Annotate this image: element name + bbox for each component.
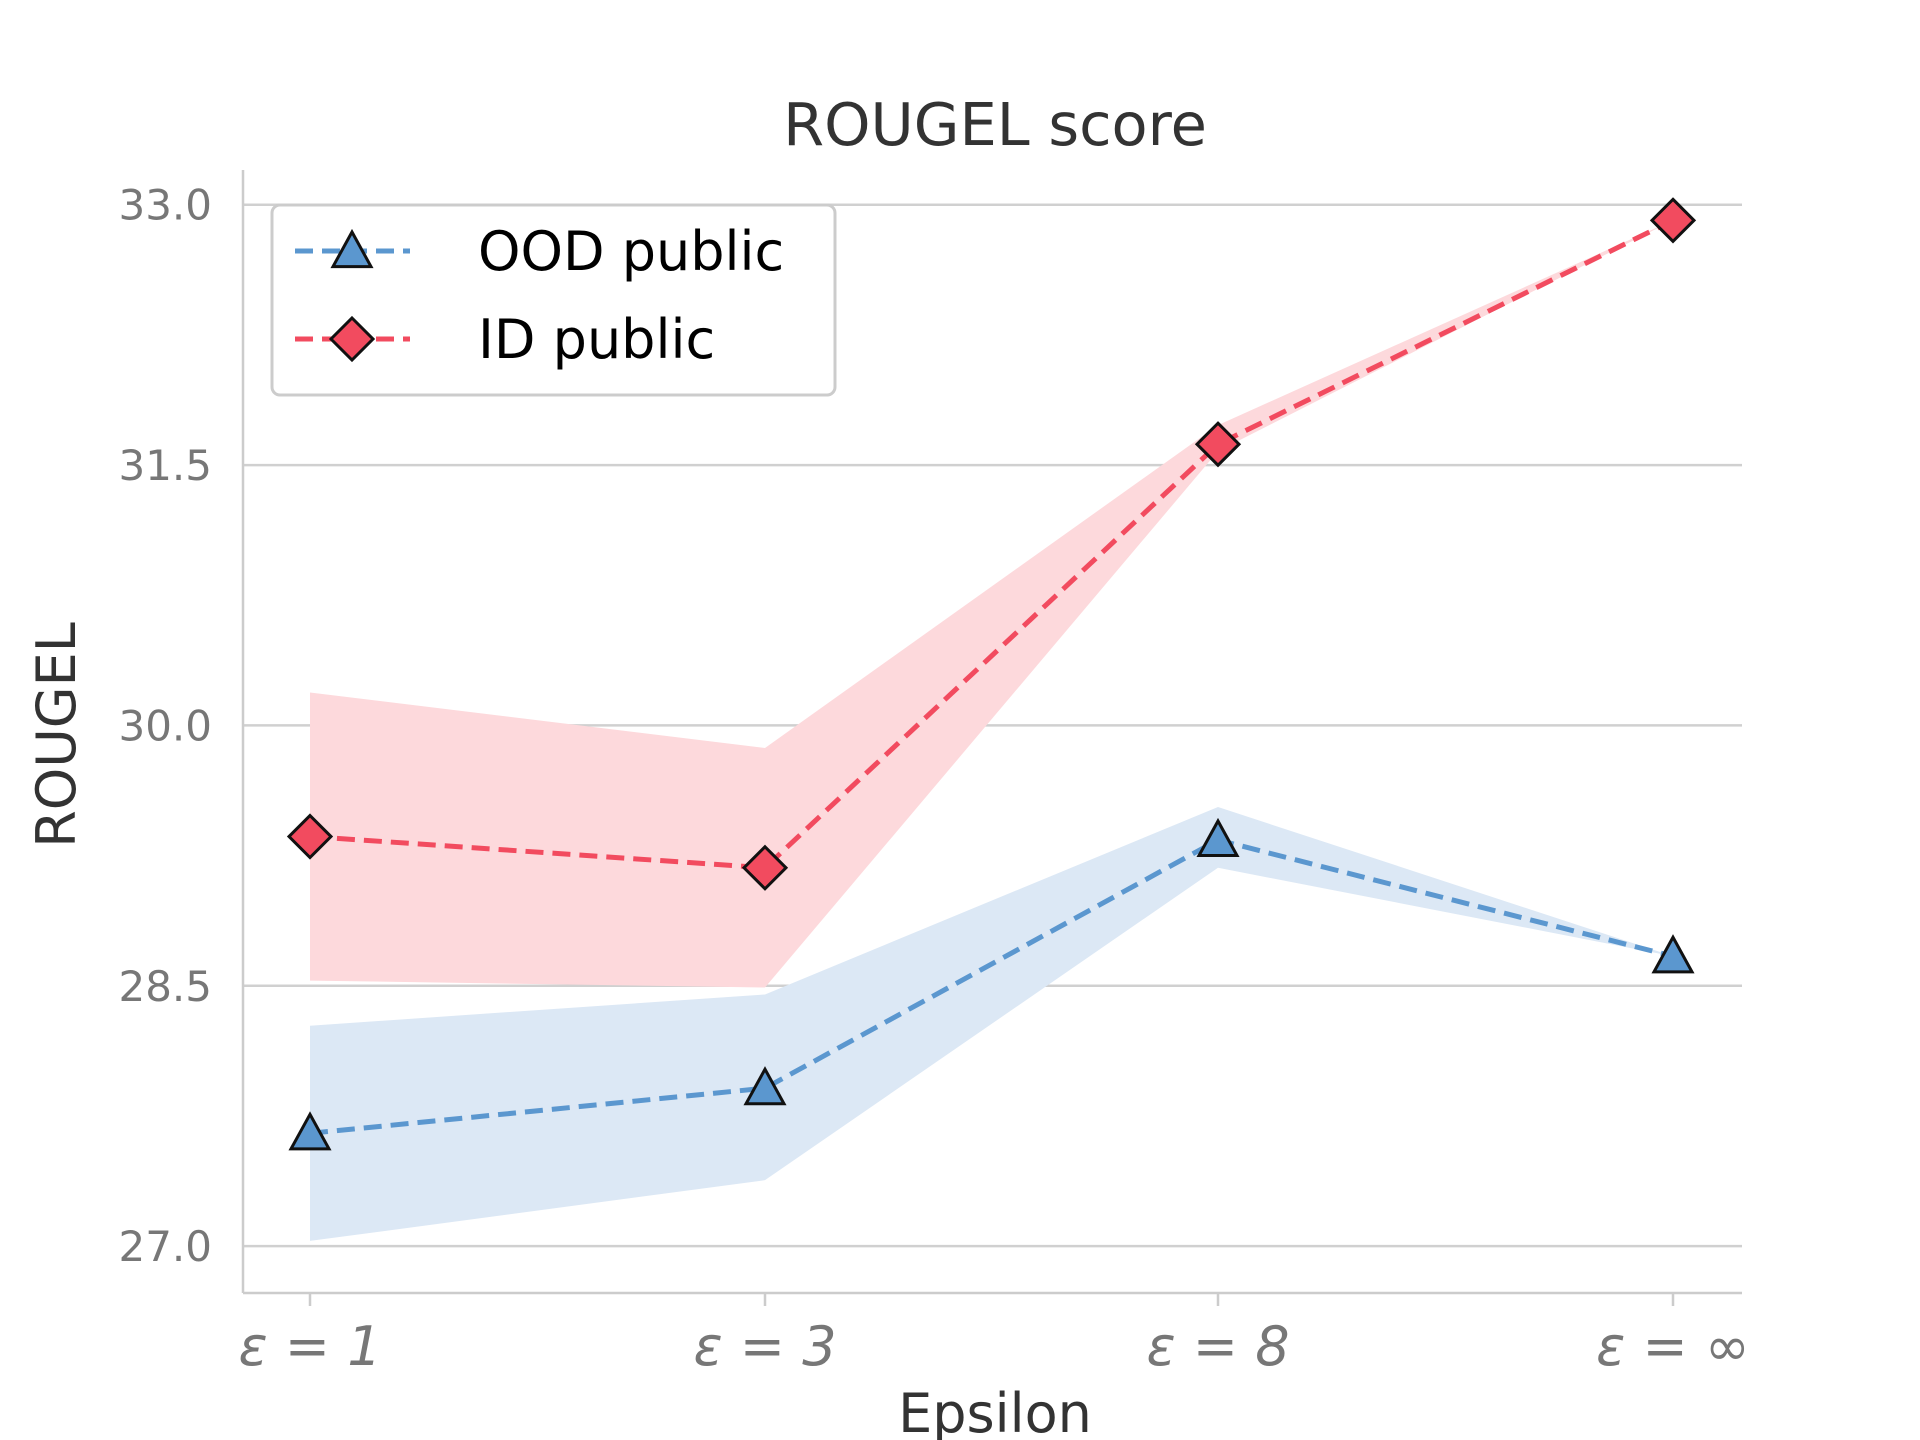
id-series-line xyxy=(309,218,1675,871)
axes xyxy=(241,170,1742,1306)
id-legend-label: ID public xyxy=(478,308,715,371)
x-tick-label: ε = 3 xyxy=(693,1315,836,1378)
ood-series-point xyxy=(1651,934,1695,974)
x-tick-label: ε = 1 xyxy=(238,1315,381,1378)
series-markers xyxy=(286,197,1697,1151)
chart-title: ROUGEL score xyxy=(783,90,1207,159)
y-tick-label: 27.0 xyxy=(118,1222,212,1271)
ood-legend-marker xyxy=(330,228,374,269)
y-tick-label: 31.5 xyxy=(118,441,212,490)
ood-series-point xyxy=(288,1111,332,1151)
id-series-band xyxy=(310,220,1673,988)
x-tick-labels: ε = 1 ε = 3 ε = 8 ε = ∞ xyxy=(238,1315,1749,1378)
y-tick-label: 33.0 xyxy=(118,181,212,230)
ood-legend-label: OOD public xyxy=(478,220,784,283)
x-tick-label: ε = 8 xyxy=(1146,1315,1289,1378)
error-bands xyxy=(310,220,1673,1241)
legend: OOD public ID public xyxy=(270,203,837,397)
id-series-point xyxy=(1649,197,1697,244)
id-series-point xyxy=(286,813,334,860)
ood-series-point xyxy=(743,1066,787,1106)
legend-box xyxy=(270,203,837,397)
ood-series-band xyxy=(310,807,1673,1241)
id-series-point xyxy=(741,844,789,891)
x-tick-label: ε = ∞ xyxy=(1596,1315,1750,1378)
y-tick-labels: 27.0 28.5 30.0 31.5 33.0 xyxy=(118,181,212,1271)
y-tick-label: 30.0 xyxy=(118,701,212,750)
y-axis-label: ROUGEL xyxy=(25,622,88,848)
ood-series-line xyxy=(309,837,1674,1136)
x-axis-label: Epsilon xyxy=(898,1382,1092,1440)
ood-series-point xyxy=(1196,817,1240,858)
id-legend-marker xyxy=(328,315,376,363)
y-tick-label: 28.5 xyxy=(118,962,212,1011)
id-series-point xyxy=(1194,421,1242,468)
series-lines xyxy=(309,218,1675,1136)
